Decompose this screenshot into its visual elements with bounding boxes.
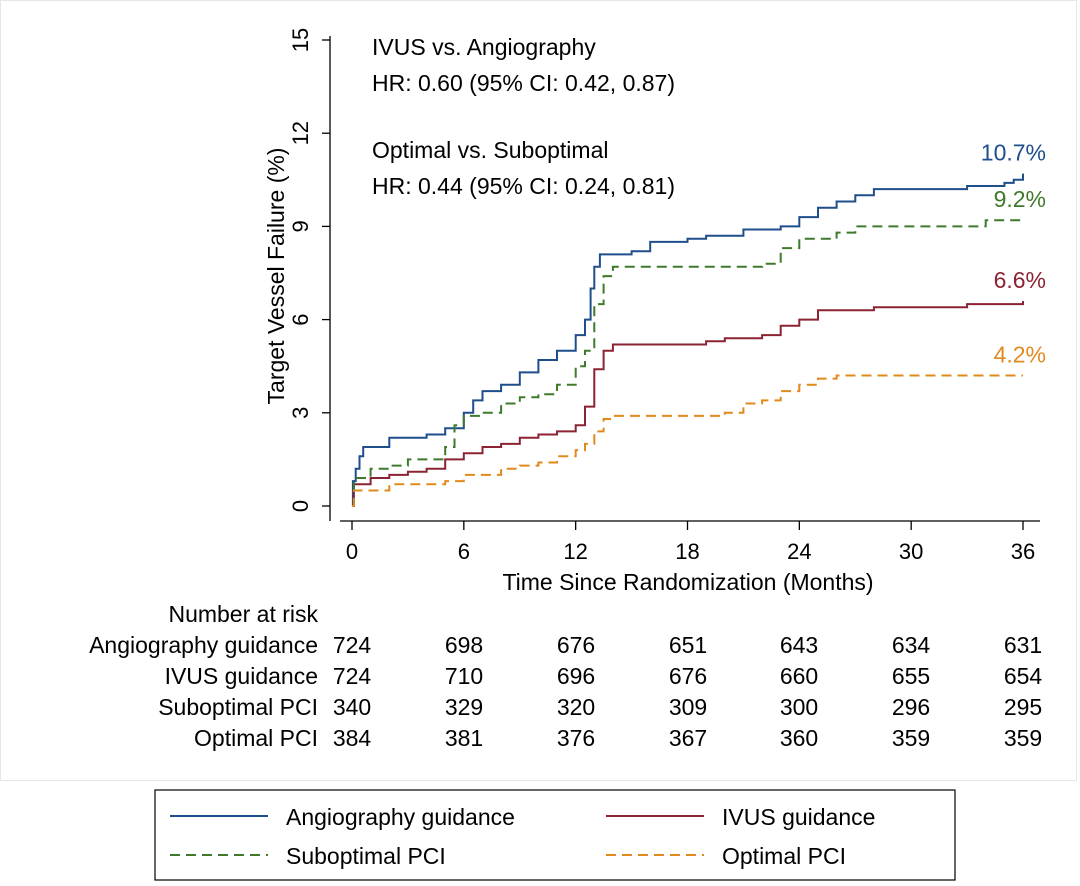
x-ticks: 0 6 12 18 24 30 36: [346, 521, 1035, 564]
risk-cell: 660: [780, 663, 818, 689]
y-tick-label-5: 15: [288, 28, 313, 52]
x-tick-label-2: 12: [563, 539, 587, 564]
risk-cell: 655: [892, 663, 930, 689]
legend-label-0: Angiography guidance: [286, 804, 515, 830]
risk-cell: 676: [669, 663, 707, 689]
figure-frame: [0, 0, 1077, 781]
risk-cell: 296: [892, 694, 930, 720]
y-ticks: 0 3 6 9 12 15: [288, 28, 330, 512]
risk-cell: 360: [780, 725, 818, 751]
risk-cell: 359: [1004, 725, 1042, 751]
x-tick-label-3: 18: [675, 539, 699, 564]
risk-table-title: Number at risk: [168, 601, 318, 627]
risk-cell: 651: [669, 632, 707, 658]
hr-annotation-2-title: Optimal vs. Suboptimal: [372, 137, 608, 163]
risk-cell: 696: [557, 663, 595, 689]
risk-table: Angiography guidance 724 698 676 651 643 634 63…: [89, 632, 1042, 751]
risk-cell: 329: [445, 694, 483, 720]
risk-cell: 295: [1004, 694, 1042, 720]
risk-row-label-1: IVUS guidance: [165, 663, 318, 689]
x-tick-label-5: 30: [899, 539, 923, 564]
x-tick-label-0: 0: [346, 539, 358, 564]
risk-cell: 340: [333, 694, 371, 720]
end-label-2: 9.2%: [994, 186, 1046, 212]
y-axis-label: Target Vessel Failure (%): [263, 148, 289, 405]
series-line-suboptimal-pci: [352, 219, 1023, 507]
risk-cell: 631: [1004, 632, 1042, 658]
legend-label-2: Suboptimal PCI: [286, 843, 446, 869]
risk-cell: 300: [780, 694, 818, 720]
hr-annotation-1-value: HR: 0.60 (95% CI: 0.42, 0.87): [372, 70, 675, 96]
end-label-3: 4.2%: [994, 342, 1046, 368]
risk-cell: 643: [780, 632, 818, 658]
series-layer: [351, 173, 1024, 507]
risk-cell: 376: [557, 725, 595, 751]
series-line-angiography-guidance: [351, 173, 1024, 507]
legend-label-3: Optimal PCI: [722, 843, 846, 869]
series-line-ivus-guidance: [352, 301, 1024, 507]
end-label-1: 6.6%: [994, 267, 1046, 293]
series-line-optimal-pci: [352, 374, 1023, 507]
x-tick-label-6: 36: [1011, 539, 1035, 564]
risk-row-label-2: Suboptimal PCI: [158, 694, 318, 720]
hr-annotation-2-value: HR: 0.44 (95% CI: 0.24, 0.81): [372, 173, 675, 199]
risk-cell: 384: [333, 725, 372, 751]
risk-cell: 320: [557, 694, 595, 720]
risk-cell: 698: [445, 632, 483, 658]
risk-row-label-3: Optimal PCI: [194, 725, 318, 751]
y-tick-label-2: 6: [288, 313, 313, 325]
y-tick-label-3: 9: [288, 220, 313, 232]
y-tick-label-4: 12: [288, 121, 313, 145]
x-axis-label: Time Since Randomization (Months): [502, 569, 873, 595]
risk-cell: 359: [892, 725, 930, 751]
risk-cell: 381: [445, 725, 483, 751]
y-tick-label-1: 3: [288, 407, 313, 419]
legend: Angiography guidance IVUS guidance Subopti…: [170, 804, 875, 869]
end-label-0: 10.7%: [981, 140, 1046, 166]
risk-cell: 676: [557, 632, 595, 658]
risk-cell: 724: [333, 632, 372, 658]
risk-row-label-0: Angiography guidance: [89, 632, 318, 658]
risk-cell: 309: [669, 694, 707, 720]
risk-cell: 724: [333, 663, 372, 689]
hr-annotation-1-title: IVUS vs. Angiography: [372, 34, 596, 60]
x-tick-label-4: 24: [787, 539, 811, 564]
y-tick-label-0: 0: [288, 500, 313, 512]
end-labels: 10.7% 6.6% 9.2% 4.2%: [981, 140, 1046, 368]
risk-cell: 634: [892, 632, 931, 658]
legend-box: [154, 789, 956, 881]
risk-cell: 710: [445, 663, 483, 689]
x-tick-label-1: 6: [458, 539, 470, 564]
risk-cell: 654: [1004, 663, 1043, 689]
risk-cell: 367: [669, 725, 707, 751]
legend-label-1: IVUS guidance: [722, 804, 875, 830]
